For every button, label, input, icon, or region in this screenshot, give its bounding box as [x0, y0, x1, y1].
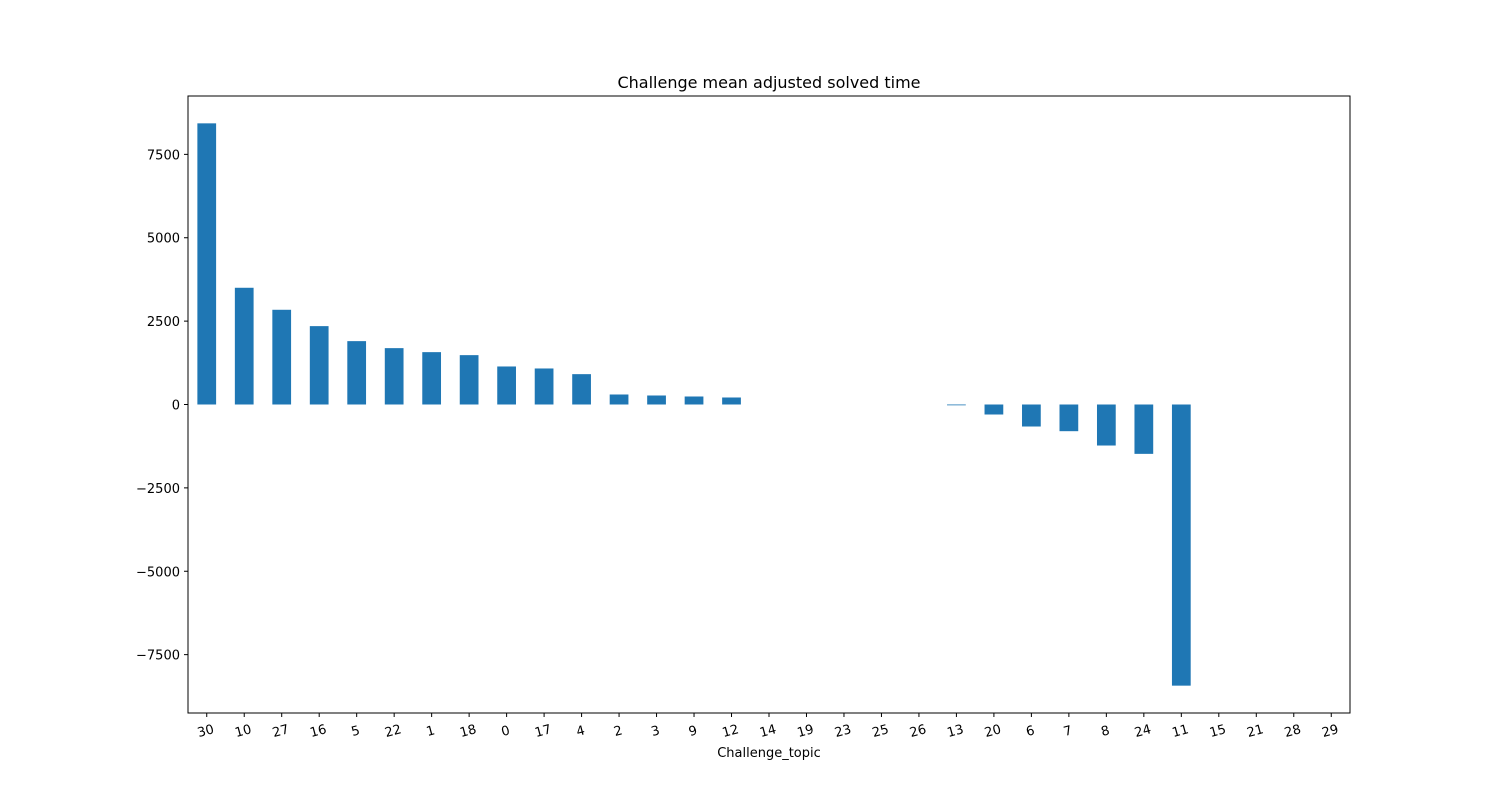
- chart-title: Challenge mean adjusted solved time: [617, 73, 920, 92]
- bar-4: [572, 374, 591, 405]
- x-tick-label: 7: [1062, 723, 1074, 740]
- x-tick-label: 2: [612, 723, 624, 740]
- y-tick-label: 0: [172, 399, 180, 414]
- bar-11: [1171, 404, 1191, 686]
- x-tick-label: 28: [1283, 722, 1303, 741]
- bar-12: [722, 397, 741, 405]
- bar-30: [197, 123, 217, 405]
- x-tick-label: 18: [458, 722, 478, 741]
- bar-18: [459, 355, 479, 405]
- x-tick-label: 23: [833, 722, 853, 741]
- x-tick-label: 15: [1208, 722, 1228, 741]
- x-axis-label: Challenge_topic: [717, 746, 821, 761]
- y-tick-label: −2500: [136, 482, 180, 497]
- x-tick-label: 30: [196, 722, 216, 741]
- bar-10: [234, 287, 254, 405]
- x-tick-label: 21: [1245, 722, 1265, 741]
- bar-6: [1022, 404, 1041, 427]
- x-tick-label: 17: [533, 722, 553, 741]
- bar-20: [984, 404, 1004, 415]
- x-axis: 30 10 27 16 5 22 1 18 0 17 4 2 3 9 12 14 19 23 25 26 13 20 6 7 8…: [196, 713, 1340, 741]
- x-tick-label: 1: [425, 723, 437, 740]
- bar-0: [497, 366, 516, 405]
- x-tick-label: 9: [687, 723, 699, 740]
- x-tick-label: 13: [946, 722, 966, 741]
- bar-17: [534, 368, 554, 405]
- x-tick-label: 3: [650, 723, 662, 740]
- y-tick-label: −7500: [136, 649, 180, 664]
- bar-27: [272, 309, 292, 405]
- bars-group: [197, 123, 1191, 686]
- bar-24: [1134, 404, 1154, 454]
- x-tick-label: 4: [575, 723, 587, 740]
- bar-3: [647, 395, 666, 405]
- x-tick-label: 19: [796, 722, 816, 741]
- bar-8: [1096, 404, 1116, 446]
- y-tick-label: 5000: [147, 232, 180, 247]
- bar-5: [347, 341, 367, 405]
- x-tick-label: 22: [383, 722, 403, 741]
- bar-9: [684, 396, 704, 405]
- bar-7: [1059, 404, 1079, 432]
- x-tick-label: 5: [350, 723, 362, 740]
- y-axis: −7500 −5000 −2500 0 2500 5000 7500: [136, 148, 188, 664]
- x-tick-label: 6: [1025, 723, 1037, 740]
- bar-16: [309, 326, 329, 405]
- bar-13: [947, 404, 966, 406]
- x-tick-label: 20: [983, 722, 1003, 741]
- x-tick-label: 24: [1133, 722, 1153, 741]
- x-tick-label: 26: [908, 722, 928, 741]
- x-tick-label: 16: [308, 722, 328, 741]
- x-tick-label: 29: [1320, 722, 1340, 741]
- bar-1: [422, 352, 442, 405]
- y-tick-label: −5000: [136, 565, 180, 580]
- y-tick-label: 7500: [147, 148, 180, 163]
- x-tick-label: 0: [500, 723, 512, 740]
- x-tick-label: 14: [758, 722, 778, 741]
- bar-2: [609, 394, 629, 405]
- x-tick-label: 27: [271, 722, 291, 741]
- x-tick-label: 25: [871, 722, 891, 741]
- x-tick-label: 8: [1100, 723, 1112, 740]
- y-tick-label: 2500: [147, 315, 180, 330]
- x-tick-label: 12: [721, 722, 741, 741]
- x-tick-label: 11: [1170, 722, 1190, 741]
- x-tick-label: 10: [233, 722, 253, 741]
- bar-22: [384, 348, 404, 405]
